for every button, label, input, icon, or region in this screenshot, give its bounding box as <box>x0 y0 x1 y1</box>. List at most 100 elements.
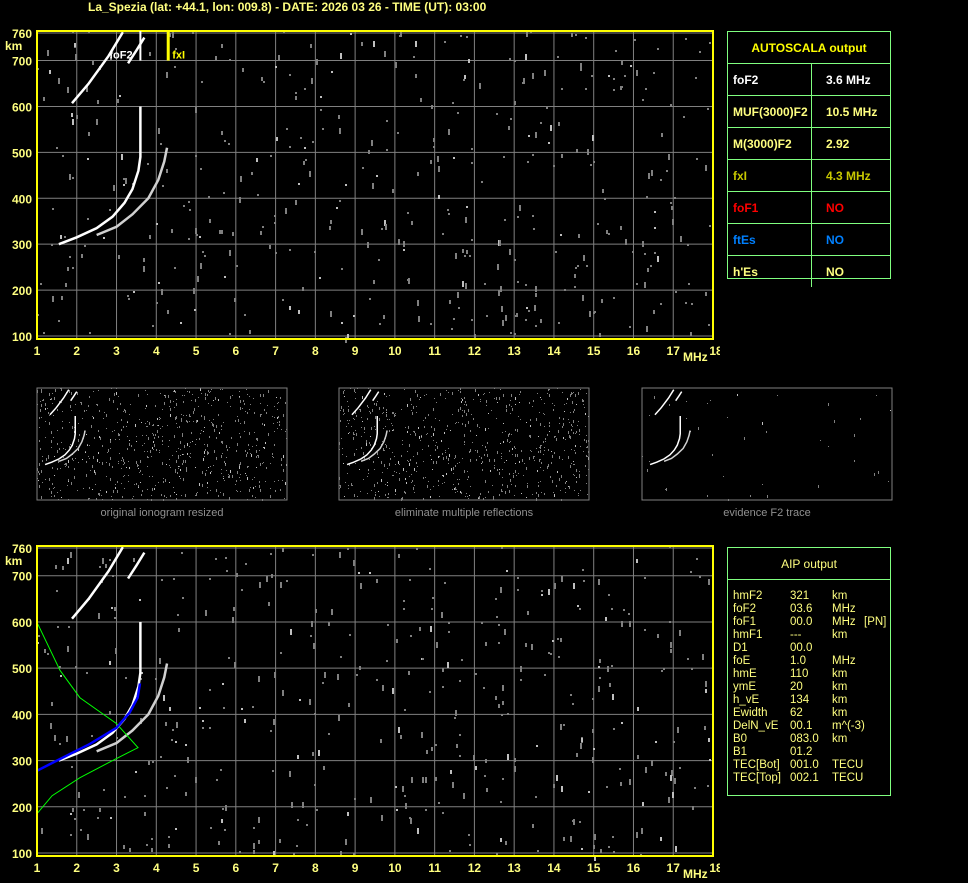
noise-dot <box>660 837 662 841</box>
noise-dot <box>559 417 560 419</box>
noise-dot <box>504 219 506 221</box>
noise-dot <box>195 444 196 445</box>
noise-dot <box>250 487 251 488</box>
noise-dot <box>55 565 57 569</box>
noise-dot <box>336 207 338 209</box>
noise-dot <box>349 420 350 421</box>
noise-dot <box>374 403 375 405</box>
noise-dot <box>448 392 449 393</box>
noise-dot <box>576 431 577 433</box>
noise-dot <box>147 394 148 395</box>
noise-dot <box>97 404 98 405</box>
noise-dot <box>247 477 248 480</box>
noise-dot <box>192 394 193 395</box>
noise-dot <box>704 726 706 730</box>
noise-dot <box>97 817 99 819</box>
noise-dot <box>67 267 69 271</box>
noise-dot <box>218 399 219 401</box>
noise-dot <box>249 449 250 450</box>
noise-dot <box>202 484 203 487</box>
noise-dot <box>88 132 90 136</box>
noise-dot <box>515 448 516 449</box>
noise-dot <box>455 487 456 490</box>
noise-dot <box>223 422 224 423</box>
noise-dot <box>266 576 268 582</box>
noise-dot <box>698 427 699 430</box>
noise-dot <box>174 66 176 68</box>
noise-dot <box>347 548 349 550</box>
noise-dot <box>74 43 76 47</box>
noise-dot <box>510 332 512 334</box>
autoscala-row: h'Es NO <box>728 255 890 287</box>
noise-dot <box>561 576 563 582</box>
noise-dot <box>278 416 279 418</box>
y-tick-label: 400 <box>12 708 32 722</box>
noise-dot <box>477 424 478 427</box>
noise-dot <box>519 402 520 403</box>
noise-dot <box>118 463 119 464</box>
noise-dot <box>187 421 188 423</box>
noise-dot <box>40 409 41 412</box>
noise-dot <box>62 411 63 412</box>
noise-dot <box>602 189 604 193</box>
noise-dot <box>621 621 623 627</box>
noise-dot <box>548 464 549 467</box>
noise-dot <box>381 479 382 482</box>
noise-dot <box>132 498 133 499</box>
noise-dot <box>52 483 53 485</box>
noise-dot <box>216 457 217 460</box>
noise-dot <box>43 97 45 101</box>
noise-dot <box>480 399 481 400</box>
noise-dot <box>342 448 343 449</box>
noise-dot <box>65 283 67 287</box>
noise-dot <box>145 408 146 409</box>
noise-dot <box>511 406 512 407</box>
noise-dot <box>414 432 415 433</box>
noise-dot <box>158 128 160 134</box>
noise-dot <box>199 236 201 238</box>
noise-dot <box>694 787 696 789</box>
noise-dot <box>245 563 247 565</box>
noise-dot <box>444 482 445 483</box>
noise-dot <box>162 426 163 427</box>
noise-dot <box>161 494 162 496</box>
noise-dot <box>176 416 177 419</box>
noise-dot <box>143 258 145 262</box>
noise-dot <box>566 403 567 404</box>
noise-dot <box>497 402 498 403</box>
noise-dot <box>705 681 707 687</box>
noise-dot <box>526 497 527 498</box>
noise-dot <box>437 156 439 162</box>
noise-dot <box>665 489 666 490</box>
aip-row: hmF1 --- km <box>728 629 890 642</box>
noise-dot <box>675 291 677 293</box>
noise-dot <box>543 441 544 443</box>
noise-dot <box>210 490 211 491</box>
noise-dot <box>646 326 648 332</box>
noise-dot <box>360 409 361 410</box>
x-tick-label: 2 <box>73 861 80 875</box>
noise-dot <box>361 229 363 235</box>
noise-dot <box>49 70 51 74</box>
noise-dot <box>66 463 67 466</box>
noise-dot <box>579 471 580 472</box>
noise-dot <box>522 459 523 462</box>
multiple-reflection-trace <box>654 389 675 416</box>
noise-dot <box>273 719 275 725</box>
noise-dot <box>351 426 352 427</box>
noise-dot <box>150 450 151 453</box>
noise-dot <box>268 433 269 436</box>
multiple-reflection-trace <box>372 391 380 402</box>
noise-dot <box>361 436 362 437</box>
noise-dot <box>403 608 405 610</box>
noise-dot <box>59 743 61 745</box>
noise-dot <box>501 714 503 716</box>
noise-dot <box>229 59 231 61</box>
noise-dot <box>578 234 580 238</box>
noise-dot <box>340 53 342 59</box>
noise-dot <box>641 828 643 834</box>
noise-dot <box>359 409 360 410</box>
noise-dot <box>94 470 95 473</box>
noise-dot <box>439 420 440 421</box>
noise-dot <box>400 31 402 37</box>
